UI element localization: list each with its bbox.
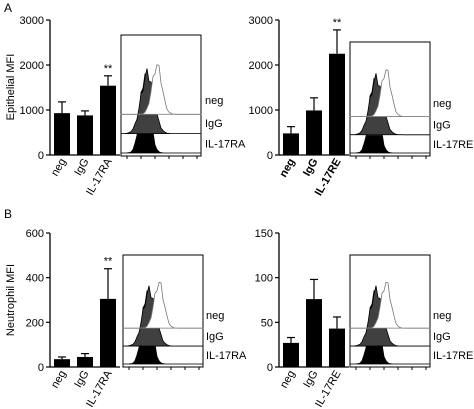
- significance-marker: **: [104, 256, 113, 268]
- y-tick-label: 0: [267, 150, 273, 162]
- histogram-legend-il-17ra: IL-17RA: [205, 139, 246, 151]
- y-tick-label: 0: [38, 150, 44, 162]
- histogram-legend-neg: neg: [206, 310, 224, 322]
- histogram-legend-igg: IgG: [205, 118, 223, 130]
- y-tick-label: 2000: [249, 60, 273, 72]
- y-tick-label: 200: [26, 317, 44, 329]
- histogram-b-right-hist: neg IgG IL-17RE: [349, 254, 473, 370]
- histogram-peak-il-17re: [349, 281, 431, 329]
- histogram-peak-igg: [120, 68, 202, 135]
- y-tick-label: 50: [261, 317, 273, 329]
- x-tick-label: neg: [49, 157, 69, 179]
- histogram-legend-neg: neg: [433, 310, 451, 322]
- histogram-peak-igg: [349, 73, 431, 136]
- bar-neg: [54, 113, 70, 155]
- histogram-peak-il-17re: [349, 69, 431, 117]
- y-tick-label: 100: [255, 273, 273, 285]
- histogram-legend-igg: IgG: [206, 331, 224, 343]
- x-tick-label: neg: [277, 157, 297, 180]
- histogram-peak-il-17ra: [120, 64, 202, 115]
- histogram-legend-igg: IgG: [433, 331, 451, 343]
- histogram-legend-il-17re: IL-17RE: [433, 139, 473, 151]
- bar-neg: [283, 133, 299, 155]
- y-tick-label: 3000: [20, 15, 44, 27]
- bar-igg: [77, 115, 93, 155]
- bar-igg: [306, 299, 322, 367]
- histogram-legend-neg: neg: [433, 98, 451, 110]
- panel-letter-a: A: [4, 1, 12, 15]
- y-tick-label: 0: [267, 362, 273, 374]
- bar-il-17re: [329, 328, 345, 367]
- significance-marker: **: [333, 17, 342, 29]
- y-tick-label: 1000: [20, 105, 44, 117]
- histogram-legend-il-17re: IL-17RE: [433, 350, 473, 362]
- bar-igg: [77, 356, 93, 367]
- y-axis-label: Epithelial MFI: [5, 54, 17, 121]
- histogram-peak-igg: [349, 285, 431, 347]
- histogram-peak-il-17ra: [122, 281, 204, 329]
- histogram-peak-igg: [122, 285, 204, 347]
- panel-letter-b: B: [4, 207, 12, 221]
- significance-marker: **: [104, 63, 113, 75]
- y-tick-label: 2000: [20, 60, 44, 72]
- histogram-legend-igg: IgG: [433, 120, 451, 132]
- histogram-b-left-hist: neg IgG IL-17RA: [122, 254, 247, 370]
- bar-igg: [306, 110, 322, 155]
- y-tick-label: 1000: [249, 105, 273, 117]
- y-tick-label: 3000: [249, 15, 273, 27]
- flow-histograms: negIgGIL-17RAnegIgGIL-17REnegIgGIL-17RAn…: [120, 34, 473, 370]
- histogram-a-right-hist: neg IgG IL-17RE: [349, 41, 473, 159]
- x-tick-label: IgG: [301, 157, 321, 179]
- histogram-frame: [120, 34, 202, 157]
- bar-il-17ra: [100, 298, 116, 367]
- y-tick-label: 0: [38, 362, 44, 374]
- y-tick-label: 150: [255, 228, 273, 240]
- x-tick-label: IgG: [72, 157, 91, 178]
- bar-il-17re: [329, 53, 345, 155]
- x-tick-label: IgG: [301, 369, 320, 390]
- y-tick-label: 400: [26, 273, 44, 285]
- x-tick-label: neg: [49, 369, 69, 391]
- histogram-legend-il-17ra: IL-17RA: [206, 350, 247, 362]
- histogram-legend-neg: neg: [205, 95, 223, 107]
- bar-il-17ra: [100, 85, 116, 155]
- bar-neg: [54, 359, 70, 367]
- x-tick-label: IgG: [72, 369, 91, 390]
- y-tick-label: 600: [26, 228, 44, 240]
- histogram-a-left-hist: neg IgG IL-17RA: [120, 34, 246, 159]
- y-axis-label: Neutrophil MFI: [5, 264, 17, 336]
- x-tick-label: neg: [278, 369, 298, 391]
- bar-neg: [283, 342, 299, 367]
